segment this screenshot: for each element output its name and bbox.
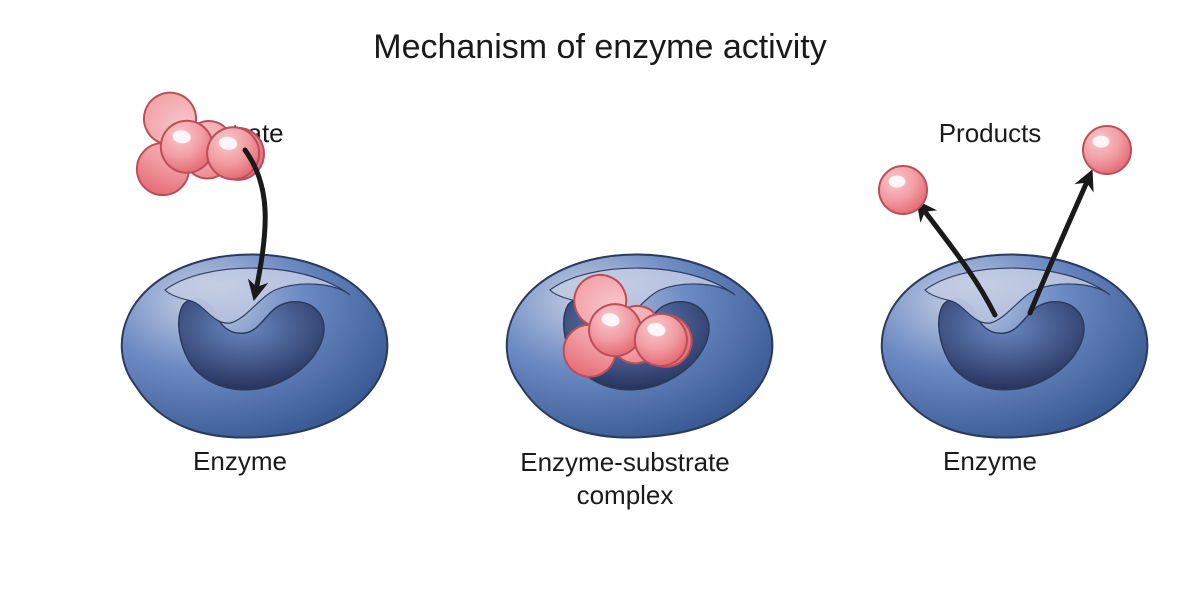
stage-release <box>855 115 1155 455</box>
product-icon <box>1083 126 1131 174</box>
label-complex: Enzyme-substrate complex <box>475 446 775 511</box>
stage-entry <box>95 115 395 455</box>
diagram-title: Mechanism of enzyme activity <box>0 28 1200 67</box>
enzyme-icon <box>882 255 1148 438</box>
enzyme-icon <box>122 255 388 438</box>
diagram-canvas: Mechanism of enzyme activity Substrate E… <box>0 0 1200 594</box>
substrate-icon <box>134 89 271 208</box>
product-icon <box>879 166 927 214</box>
stage-complex <box>480 115 780 455</box>
